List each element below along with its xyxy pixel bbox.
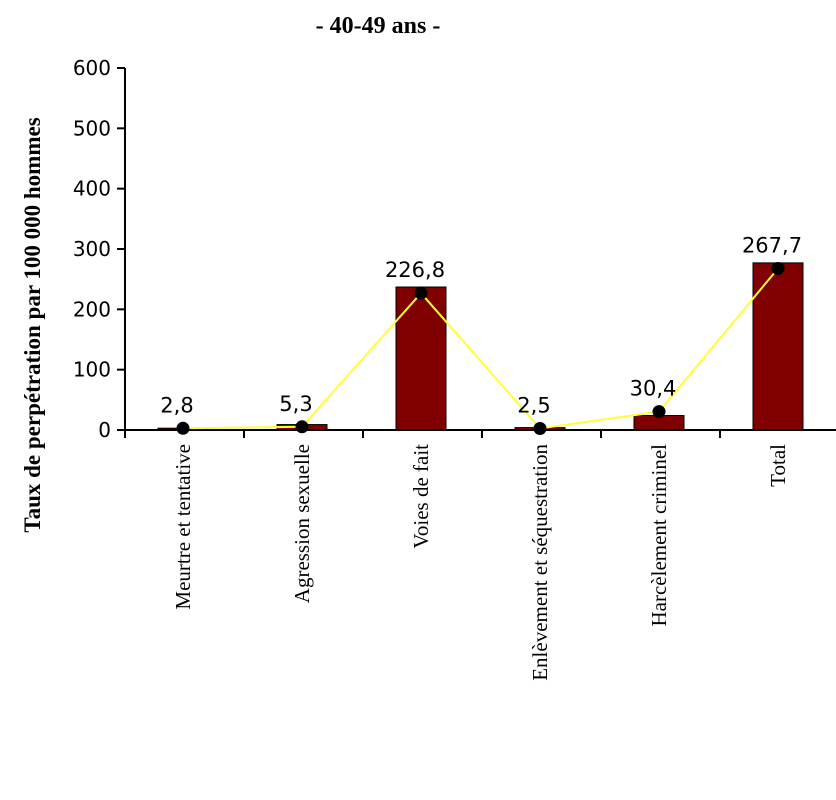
y-axis: 0 100 200 300 400 500 600 [73,56,125,442]
y-tick-label: 300 [73,237,111,261]
chart-title: - 40-49 ans - [316,13,441,39]
x-category-label: Agression sexuelle [290,444,314,603]
line-point [414,286,428,300]
data-label: 5,3 [279,392,312,416]
y-tick-label: 0 [98,418,111,442]
data-label: 2,5 [517,393,550,417]
bar [395,286,447,431]
line-point [176,421,190,435]
line-point [771,261,785,275]
line-point [295,420,309,434]
data-label: 226,8 [385,258,445,282]
line-point [533,421,547,435]
y-tick-label: 100 [73,358,111,382]
y-tick-label: 500 [73,116,111,140]
y-axis-label: Taux de perpétration par 100 000 hommes [20,117,45,532]
x-ticks [124,430,721,438]
line-series: 2,8 5,3 226,8 2,5 30,4 267,7 [160,233,802,435]
x-category-label: Enlèvement et séquestration [528,444,552,681]
bar [752,262,804,431]
y-tick-label: 600 [73,56,111,80]
y-tick-label: 200 [73,297,111,321]
series-line [182,267,779,430]
data-label: 267,7 [742,233,802,257]
x-category-label: Meurtre et tentative [171,444,195,610]
x-category-label: Voies de fait [409,444,433,549]
bar-series [157,262,804,431]
x-category-label: Harcèlement criminel [647,444,671,627]
x-axis-categories: Meurtre et tentative Agression sexuelle Vo… [171,444,790,681]
axes [124,68,836,431]
data-label: 30,4 [630,377,677,401]
y-tick-label: 400 [73,177,111,201]
data-label: 2,8 [160,393,193,417]
x-category-label: Total [766,444,790,487]
line-point [652,405,666,419]
